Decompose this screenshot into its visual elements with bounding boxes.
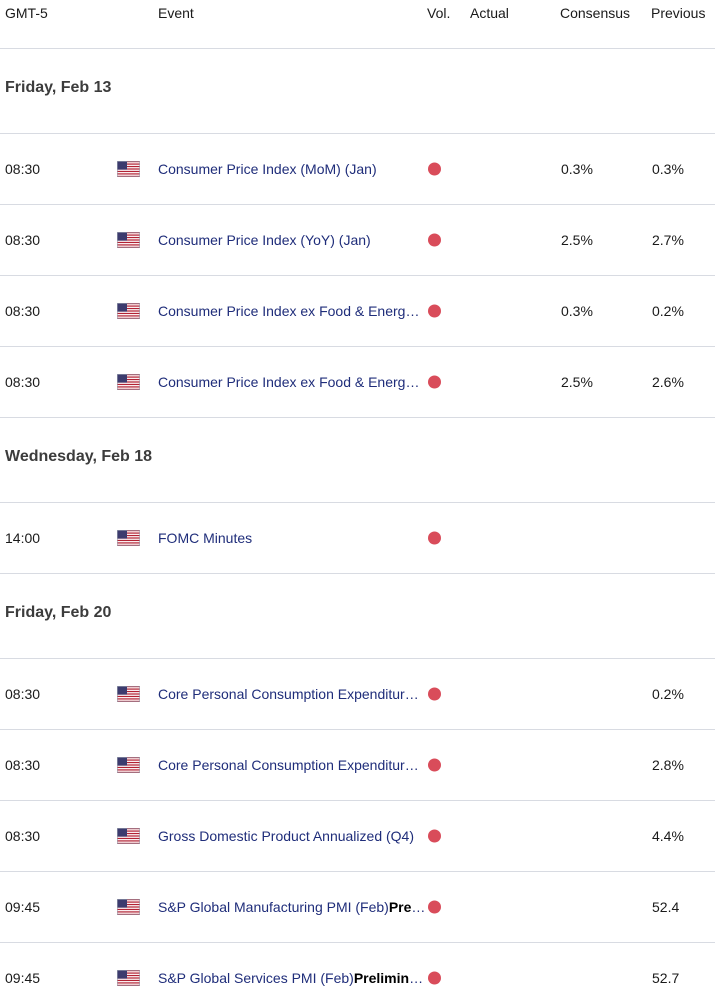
event-name[interactable]: Consumer Price Index ex Food & Energy (Y… — [158, 374, 426, 390]
event-row[interactable]: 14:00 FOMC Minutes — [0, 503, 715, 574]
event-name-text: Consumer Price Index (YoY) (Jan) — [158, 232, 371, 248]
previous-value: 0.2% — [652, 303, 684, 319]
event-time: 09:45 — [5, 970, 41, 986]
event-name[interactable]: Gross Domestic Product Annualized (Q4) — [158, 828, 426, 844]
event-name[interactable]: S&P Global Services PMI (Feb)Preliminary — [158, 970, 426, 986]
previous-value: 0.3% — [652, 161, 684, 177]
timezone-header[interactable]: GMT-5 — [5, 5, 48, 21]
volatility-high-icon — [428, 162, 441, 176]
event-row[interactable]: 09:45 S&P Global Services PMI (Feb)Prelim… — [0, 943, 715, 1000]
event-name[interactable]: S&P Global Manufacturing PMI (Feb)Prelim… — [158, 899, 426, 915]
volatility-high-icon — [428, 971, 441, 985]
event-name-text: FOMC Minutes — [158, 530, 253, 546]
volatility-high-icon — [428, 375, 441, 389]
event-row[interactable]: 09:45 S&P Global Manufacturing PMI (Feb)P… — [0, 872, 715, 943]
us-flag-icon — [117, 303, 140, 319]
day-label: Wednesday, Feb 18 — [5, 448, 153, 465]
event-name[interactable]: Consumer Price Index ex Food & Energy (M… — [158, 303, 426, 319]
volatility-high-icon — [428, 829, 441, 843]
event-time: 08:30 — [5, 374, 41, 390]
event-time: 14:00 — [5, 530, 41, 546]
day-header: Friday, Feb 20 — [0, 574, 715, 659]
us-flag-icon — [117, 374, 140, 390]
event-time: 08:30 — [5, 828, 41, 844]
volatility-high-icon — [428, 687, 441, 701]
us-flag-icon — [117, 828, 140, 844]
event-row[interactable]: 08:30 Gross Domestic Product Annualized (… — [0, 801, 715, 872]
event-name-text: Consumer Price Index ex Food & Energy (M… — [158, 303, 426, 319]
consensus-header: Consensus — [560, 5, 631, 21]
event-name[interactable]: Consumer Price Index (YoY) (Jan) — [158, 232, 426, 248]
event-row[interactable]: 08:30 Consumer Price Index ex Food & Ener… — [0, 276, 715, 347]
day-header: Friday, Feb 13 — [0, 49, 715, 134]
event-name[interactable]: Core Personal Consumption Expenditures -… — [158, 757, 426, 773]
previous-value: 2.6% — [652, 374, 684, 390]
table-header: GMT-5 Event Vol. Actual Consensus Previo… — [0, 0, 715, 49]
event-time: 08:30 — [5, 686, 41, 702]
volatility-high-icon — [428, 758, 441, 772]
us-flag-icon — [117, 970, 140, 986]
event-name[interactable]: FOMC Minutes — [158, 530, 426, 546]
event-name-text: S&P Global Manufacturing PMI (Feb) — [158, 899, 389, 915]
volatility-high-icon — [428, 900, 441, 914]
event-row[interactable]: 08:30 Core Personal Consumption Expenditu… — [0, 730, 715, 801]
us-flag-icon — [117, 899, 140, 915]
previous-value: 2.7% — [652, 232, 684, 248]
event-time: 09:45 — [5, 899, 41, 915]
event-name-text: S&P Global Services PMI (Feb) — [158, 970, 354, 986]
consensus-value: 2.5% — [561, 232, 593, 248]
event-name-text: Consumer Price Index ex Food & Energy (Y… — [158, 374, 426, 390]
day-label: Friday, Feb 20 — [5, 604, 112, 621]
volatility-header: Vol. — [427, 5, 451, 21]
event-row[interactable]: 08:30 Consumer Price Index (MoM) (Jan) 0.3… — [0, 134, 715, 205]
previous-value: 52.4 — [652, 899, 680, 915]
consensus-value: 0.3% — [561, 161, 593, 177]
us-flag-icon — [117, 757, 140, 773]
event-time: 08:30 — [5, 232, 41, 248]
event-time: 08:30 — [5, 303, 41, 319]
volatility-high-icon — [428, 233, 441, 247]
event-name[interactable]: Consumer Price Index (MoM) (Jan) — [158, 161, 426, 177]
event-name[interactable]: Core Personal Consumption Expenditures -… — [158, 686, 426, 702]
actual-header: Actual — [470, 5, 509, 21]
consensus-value: 0.3% — [561, 303, 593, 319]
us-flag-icon — [117, 161, 140, 177]
volatility-high-icon — [428, 531, 441, 545]
previous-value: 4.4% — [652, 828, 684, 844]
day-label: Friday, Feb 13 — [5, 79, 112, 96]
previous-value: 0.2% — [652, 686, 684, 702]
volatility-high-icon — [428, 304, 441, 318]
event-row[interactable]: 08:30 Consumer Price Index (YoY) (Jan) 2.5… — [0, 205, 715, 276]
event-name-text: Gross Domestic Product Annualized (Q4) — [158, 828, 414, 844]
event-header: Event — [158, 5, 194, 21]
event-name-text: Core Personal Consumption Expenditures -… — [158, 757, 426, 773]
event-name-qualifier: Preliminary — [353, 970, 426, 986]
event-time: 08:30 — [5, 161, 41, 177]
us-flag-icon — [117, 232, 140, 248]
day-header: Wednesday, Feb 18 — [0, 418, 715, 503]
event-name-text: Consumer Price Index (MoM) (Jan) — [158, 161, 377, 177]
consensus-value: 2.5% — [561, 374, 593, 390]
us-flag-icon — [117, 530, 140, 546]
event-row[interactable]: 08:30 Core Personal Consumption Expenditu… — [0, 659, 715, 730]
event-name-qualifier: Preliminary — [388, 899, 426, 915]
event-row[interactable]: 08:30 Consumer Price Index ex Food & Ener… — [0, 347, 715, 418]
calendar-rows: Friday, Feb 13 08:30 Consumer Price Index … — [0, 49, 715, 1000]
event-name-text: Core Personal Consumption Expenditures -… — [158, 686, 426, 702]
previous-value: 52.7 — [652, 970, 680, 986]
event-time: 08:30 — [5, 757, 41, 773]
previous-header: Previous — [651, 5, 706, 21]
us-flag-icon — [117, 686, 140, 702]
previous-value: 2.8% — [652, 757, 684, 773]
